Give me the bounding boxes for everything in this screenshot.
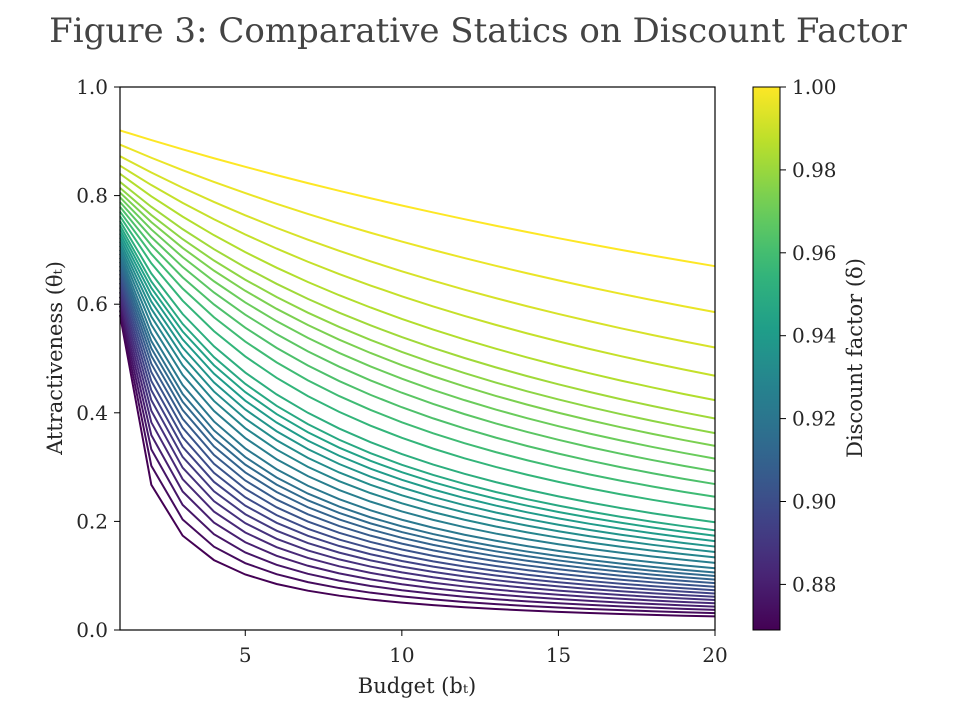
x-axis: 5 10 15 20: [239, 630, 728, 667]
colorbar-tick-label: 1.00: [792, 75, 837, 99]
colorbar-tick-label: 0.94: [792, 324, 837, 348]
series-line: [119, 291, 716, 602]
series-line: [119, 196, 716, 460]
series-line: [119, 296, 716, 605]
series-line: [119, 187, 716, 435]
y-tick-label: 1.0: [76, 75, 108, 99]
series-line: [119, 129, 716, 268]
colorbar-tick-label: 0.92: [792, 407, 837, 431]
series-line: [119, 143, 716, 314]
plot-area: 5 10 15 20 0.0 0.2 0.4 0.6 0.8 1.0: [76, 75, 728, 667]
colorbar-tick-label: 0.88: [792, 572, 837, 596]
series-line: [119, 215, 716, 511]
series-line: [119, 265, 716, 581]
series-line: [119, 181, 716, 420]
x-tick-label: 20: [702, 643, 727, 667]
series-line: [119, 261, 716, 578]
series-line: [119, 210, 716, 498]
colorbar: 0.88 0.90 0.92 0.94 0.96 0.98 1.00 Discount fa…: [752, 75, 867, 631]
colorbar-ticks: 0.88 0.90 0.92 0.94 0.96 0.98 1.00: [780, 75, 837, 596]
series-line: [119, 224, 716, 532]
series-line: [119, 253, 716, 570]
series-line: [119, 278, 716, 592]
x-tick-label: 5: [239, 643, 252, 667]
series-line: [119, 273, 716, 588]
y-axis: 0.0 0.2 0.4 0.6 0.8 1.0: [76, 75, 120, 642]
series-line: [119, 164, 716, 377]
chart-title: Figure 3: Comparative Statics on Discoun…: [49, 11, 907, 51]
colorbar-tick-label: 0.98: [792, 158, 837, 182]
series-line: [119, 173, 716, 402]
colorbar-tick-label: 0.96: [792, 241, 837, 265]
series-line: [119, 220, 716, 524]
series-line: [119, 241, 716, 553]
series-line: [119, 245, 716, 559]
colorbar-label: Discount factor (δ): [843, 258, 867, 458]
series-line: [119, 249, 716, 564]
colorbar-gradient: [752, 86, 781, 631]
y-tick-label: 0.2: [76, 509, 108, 533]
y-tick-label: 0.4: [76, 401, 108, 425]
series-line: [119, 228, 716, 537]
colorbar-tick-label: 0.90: [792, 490, 837, 514]
series-line: [119, 301, 716, 608]
y-tick-label: 0.6: [76, 292, 108, 316]
series-line: [119, 155, 716, 349]
x-axis-label: Budget (bₜ): [358, 674, 476, 698]
series-line: [119, 233, 716, 543]
y-axis-label: Attractiveness (θₜ): [43, 261, 67, 456]
series-line: [119, 201, 716, 473]
series-line: [119, 191, 716, 447]
x-tick-label: 10: [389, 643, 414, 667]
series-line: [119, 314, 716, 618]
series-line: [119, 310, 716, 615]
y-tick-label: 0.8: [76, 184, 108, 208]
series-line: [119, 305, 716, 611]
series-line: [119, 282, 716, 595]
series-line: [119, 287, 716, 598]
series-line: [119, 206, 716, 486]
axes-frame: [119, 86, 716, 631]
curve-group: [119, 129, 716, 618]
x-tick-label: 15: [546, 643, 571, 667]
series-line: [119, 257, 716, 574]
series-line: [119, 237, 716, 548]
y-tick-label: 0.0: [76, 618, 108, 642]
series-line: [119, 269, 716, 585]
